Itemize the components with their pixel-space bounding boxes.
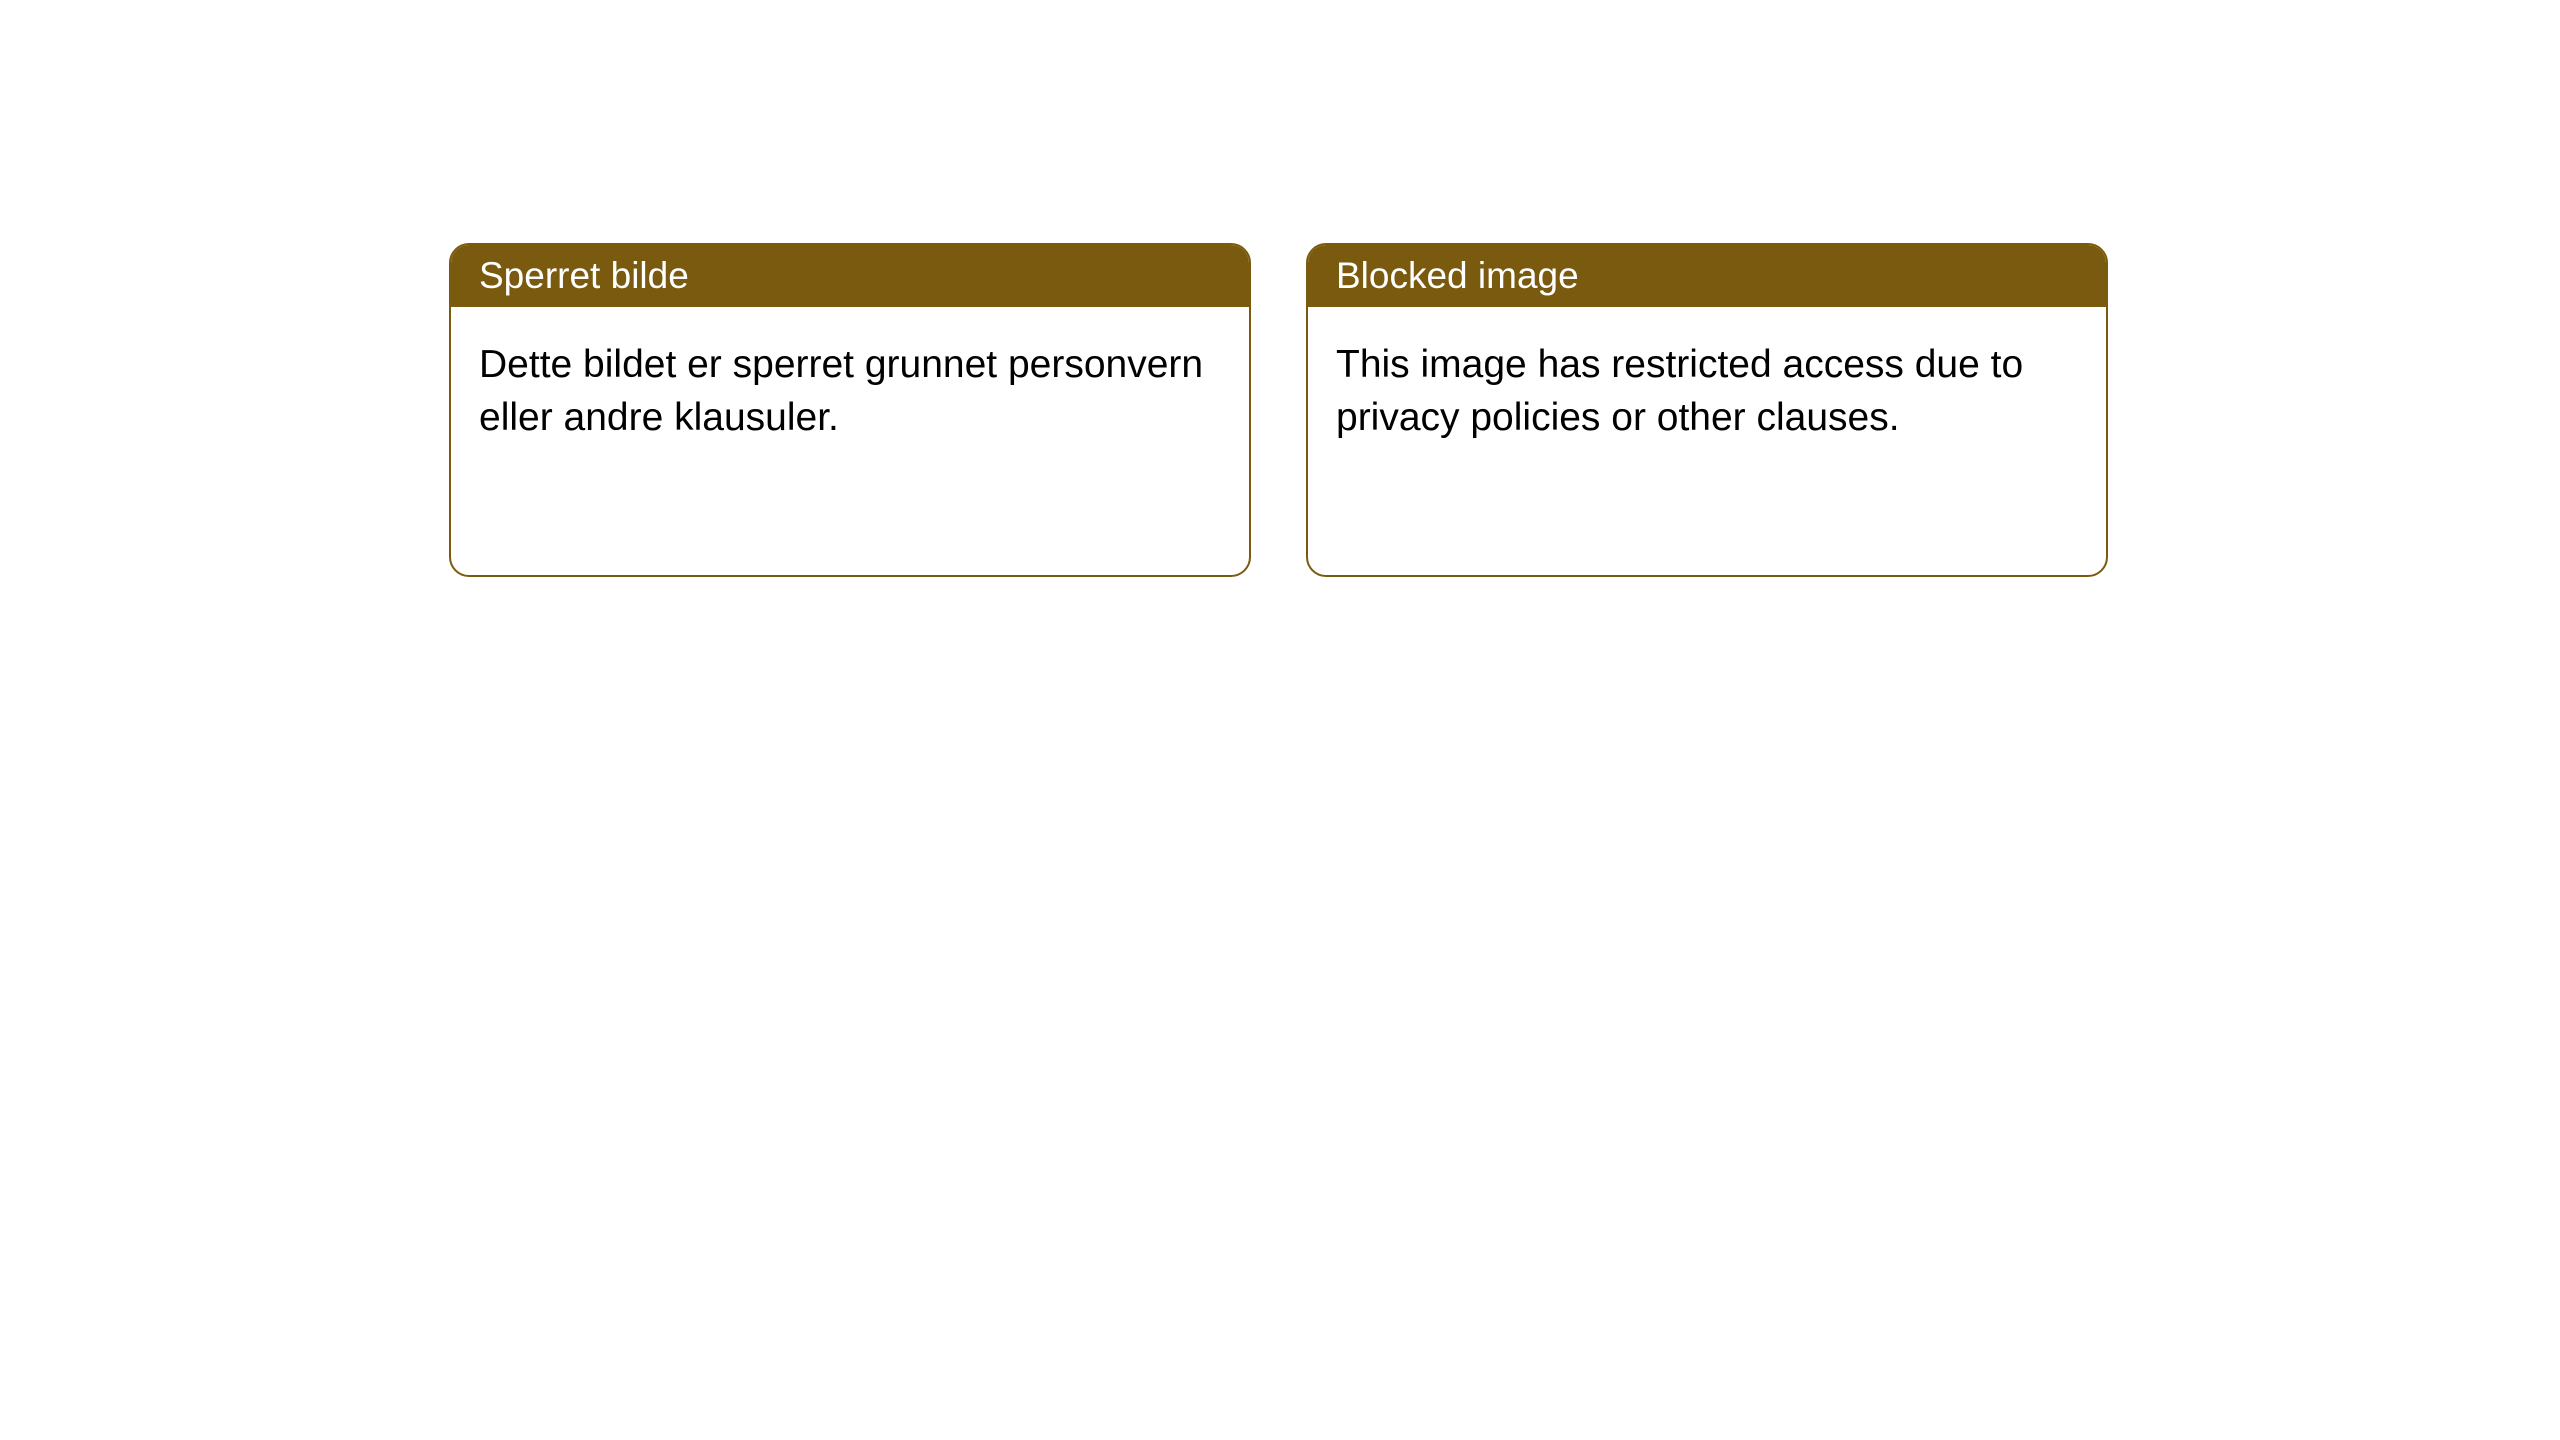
notice-title-norwegian: Sperret bilde [451,245,1249,307]
notice-card-english: Blocked image This image has restricted … [1306,243,2108,577]
notice-body-english: This image has restricted access due to … [1308,307,2106,476]
notice-title-english: Blocked image [1308,245,2106,307]
notice-container: Sperret bilde Dette bildet er sperret gr… [449,243,2108,577]
notice-card-norwegian: Sperret bilde Dette bildet er sperret gr… [449,243,1251,577]
notice-body-norwegian: Dette bildet er sperret grunnet personve… [451,307,1249,476]
